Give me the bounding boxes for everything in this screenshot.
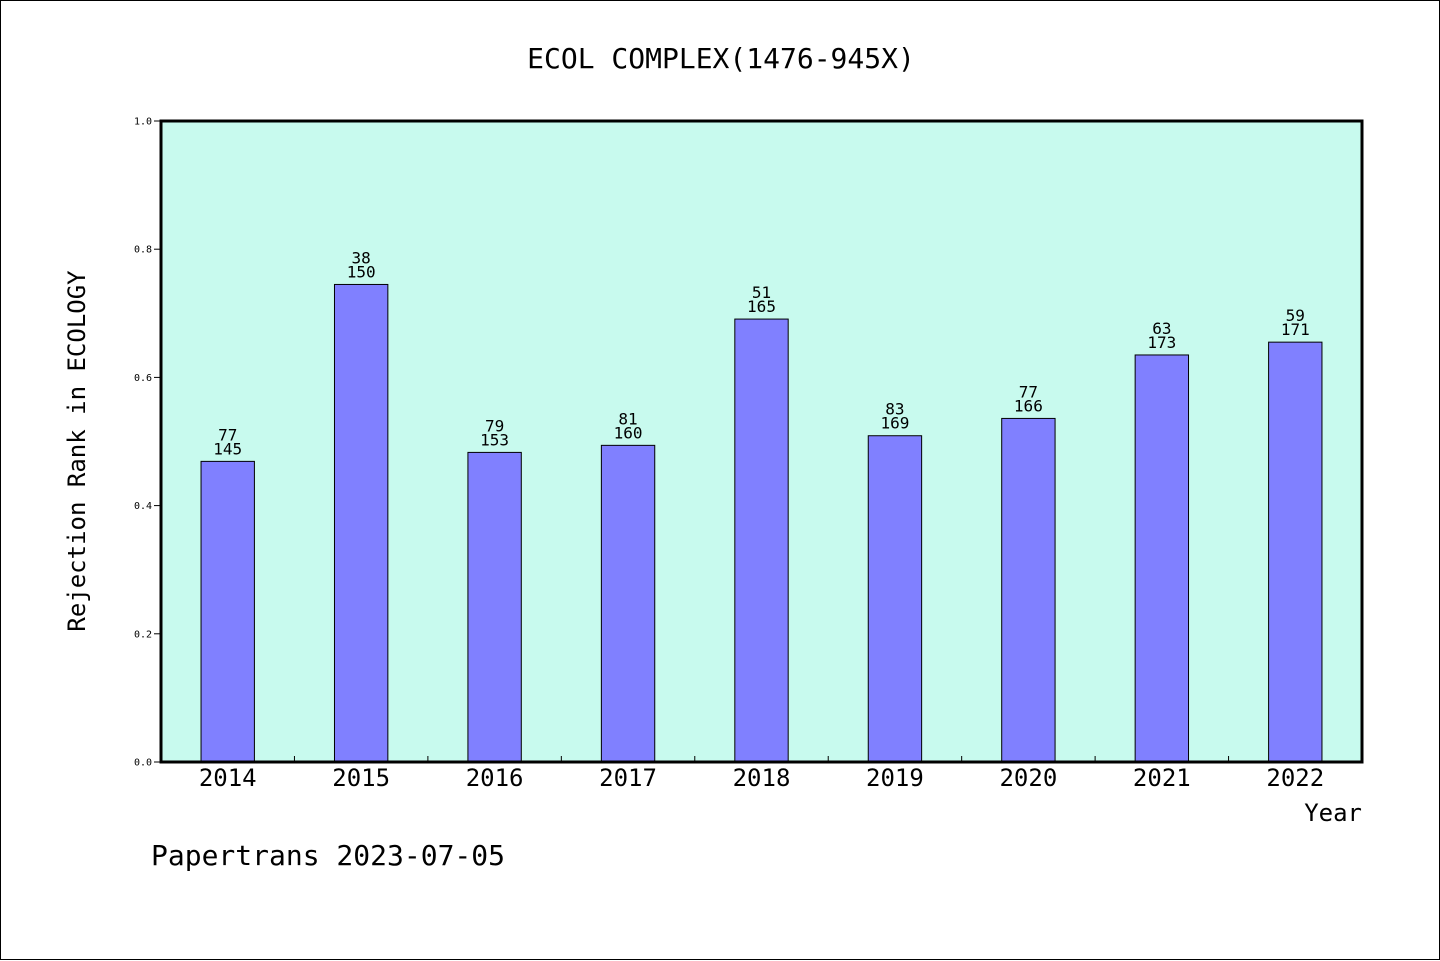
bar-label-bottom: 145	[213, 439, 242, 458]
x-tick-label: 2016	[466, 764, 524, 792]
x-axis: 2014 2015 2016 2017 2018 2019 2020 2021 2022	[199, 756, 1324, 792]
bar-2018	[734, 318, 789, 763]
bar-2019	[867, 435, 923, 763]
x-tick-label: 2019	[866, 764, 924, 792]
x-tick-label: 2014	[199, 764, 257, 792]
bar-label-top: 81	[618, 409, 637, 428]
bar-2020	[1001, 417, 1056, 763]
bar-2014	[200, 460, 255, 763]
bar-label-top: 79	[485, 416, 504, 435]
y-tick-label: 0.0	[134, 758, 152, 769]
y-axis: 0.0 0.2 0.4 0.6 0.8 1.0	[134, 117, 161, 769]
footer-text: Papertrans 2023-07-05	[151, 839, 505, 872]
bar-label-bottom: 173	[1147, 333, 1176, 352]
bar-label-top: 83	[885, 400, 904, 419]
x-tick-label: 2020	[999, 764, 1057, 792]
x-axis-label: Year	[1304, 799, 1362, 827]
bar-label-bottom: 160	[614, 423, 643, 442]
bar-2015	[333, 283, 389, 763]
y-tick-label: 0.2	[134, 629, 152, 640]
y-tick-label: 0.4	[134, 501, 152, 512]
bar-2016	[467, 451, 522, 763]
bar-2022	[1268, 341, 1323, 763]
x-tick-label: 2021	[1133, 764, 1191, 792]
bar-label-top: 38	[352, 248, 371, 267]
bar-label-top: 63	[1152, 319, 1171, 338]
bar-2021	[1134, 354, 1190, 763]
bar-label-top: 59	[1286, 306, 1305, 325]
bar-label-top: 51	[752, 283, 771, 302]
y-tick-label: 1.0	[134, 117, 152, 128]
bar-label-top: 77	[1019, 382, 1038, 401]
chart-title: ECOL COMPLEX(1476-945X)	[527, 42, 915, 75]
bar-label-bottom: 166	[1014, 396, 1043, 415]
y-tick-label: 0.6	[134, 373, 152, 384]
x-tick-label: 2015	[332, 764, 390, 792]
bar-label-bottom: 169	[880, 414, 909, 433]
bar-label-bottom: 153	[480, 430, 509, 449]
bar-2017	[600, 444, 656, 763]
bars: 7714538150791538116051165831697716663173…	[200, 248, 1323, 763]
bar-label-bottom: 171	[1281, 320, 1310, 339]
x-tick-label: 2022	[1266, 764, 1324, 792]
x-tick-label: 2018	[733, 764, 791, 792]
bar-label-bottom: 165	[747, 297, 776, 316]
plot-border	[159, 119, 1364, 764]
bar-label-bottom: 150	[347, 262, 376, 281]
x-tick-label: 2017	[599, 764, 657, 792]
bar-label-top: 77	[218, 425, 237, 444]
y-axis-label: Rejection Rank in ECOLOGY	[63, 270, 91, 632]
y-tick-label: 0.8	[134, 245, 152, 256]
